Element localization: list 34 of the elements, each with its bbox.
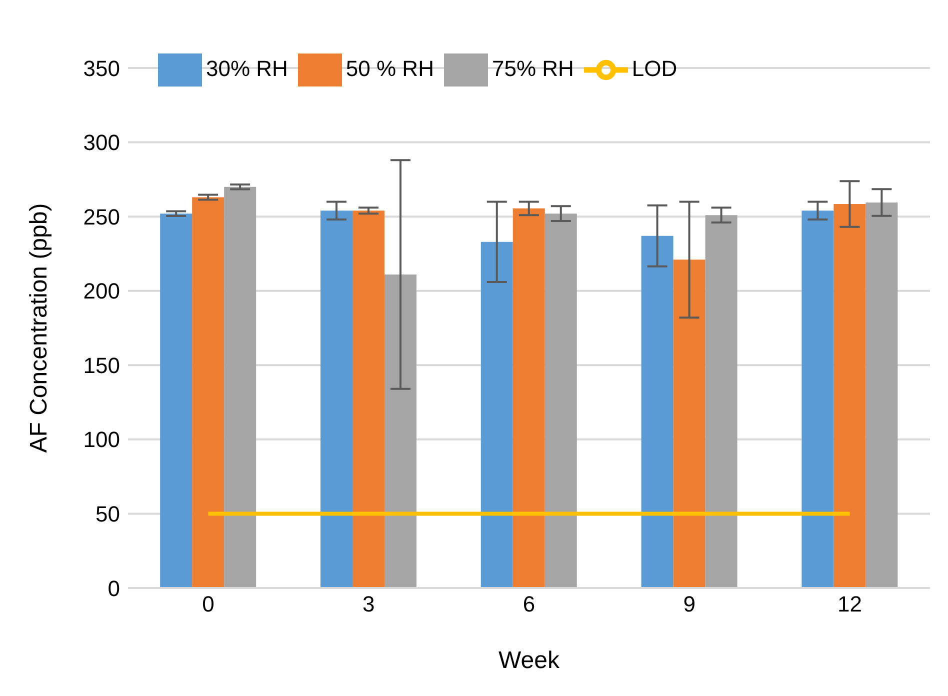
x-tick-label: 0	[202, 592, 214, 617]
x-tick-label: 9	[683, 592, 696, 617]
y-tick-label: 50	[96, 502, 120, 527]
bar	[512, 208, 545, 588]
y-tick-label: 100	[83, 427, 120, 452]
bar	[641, 236, 674, 588]
x-tick-label: 12	[838, 592, 862, 617]
bar	[352, 210, 384, 588]
bar	[160, 214, 192, 588]
bar	[544, 214, 577, 588]
y-tick-label: 150	[83, 352, 120, 378]
x-tick-label: 3	[362, 592, 375, 617]
bar	[192, 197, 224, 588]
bar	[866, 202, 898, 588]
legend-label: 50 % RH	[346, 56, 434, 81]
legend-label: LOD	[632, 56, 678, 81]
y-tick-label: 300	[83, 130, 120, 156]
bar	[802, 210, 834, 588]
bar	[834, 204, 866, 588]
x-tick-label: 6	[522, 592, 536, 617]
legend-label: 30% RH	[206, 56, 288, 81]
bar	[224, 186, 256, 588]
y-tick-label: 350	[83, 56, 120, 81]
bar	[673, 260, 706, 588]
bar	[320, 210, 352, 588]
y-tick-label: 0	[108, 576, 120, 601]
bar	[705, 215, 738, 588]
y-tick-label: 200	[83, 278, 120, 304]
legend-label: 75% RH	[492, 56, 574, 81]
x-axis-title: Week	[498, 647, 560, 674]
bar	[480, 242, 513, 588]
bar	[384, 274, 416, 588]
y-axis-title: AF Concentration (ppb)	[26, 203, 53, 453]
y-tick-label: 250	[83, 204, 120, 230]
